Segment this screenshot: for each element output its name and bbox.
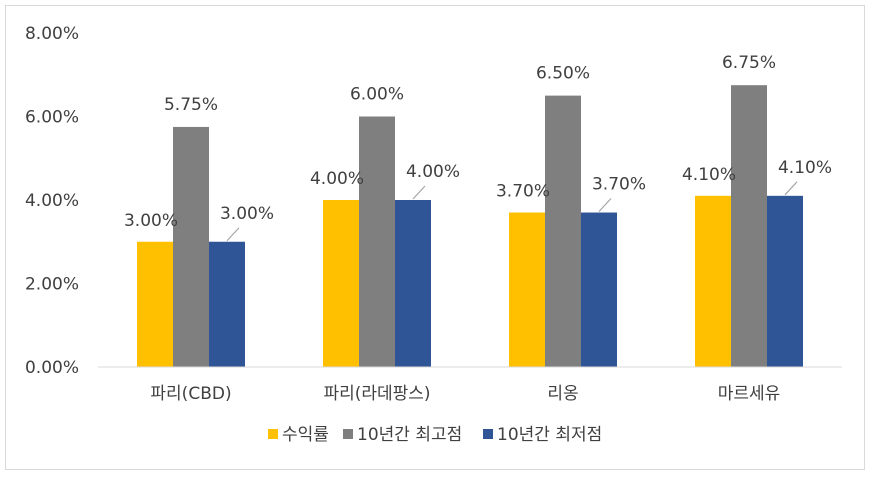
bar	[137, 241, 173, 367]
legend-swatch	[343, 429, 353, 439]
x-category-label: 마르세유	[718, 384, 781, 404]
leader-line	[598, 198, 612, 212]
bar	[395, 200, 431, 367]
data-label: 4.00%	[406, 162, 460, 182]
data-label: 6.75%	[722, 53, 776, 73]
data-label: 6.00%	[350, 85, 404, 105]
data-label: 4.10%	[778, 158, 832, 178]
legend-swatch	[483, 429, 493, 439]
bar	[209, 241, 245, 367]
legend-swatch	[268, 429, 278, 439]
leader-line	[784, 181, 798, 196]
bar	[695, 195, 731, 367]
bar	[731, 85, 767, 367]
bar	[173, 126, 209, 367]
x-category-label: 파리(CBD)	[150, 384, 231, 404]
y-tick-label: 6.00%	[25, 108, 79, 128]
bar	[767, 195, 803, 367]
y-tick-label: 8.00%	[25, 24, 79, 44]
legend-label: 10년간 최고점	[357, 425, 462, 445]
x-category-label: 파리(라데팡스)	[323, 384, 430, 404]
data-labels: 3.00% 5.75% 3.00% 4.00% 6.00% 4.00% 3.70% 6.50%…	[124, 53, 832, 231]
bar-group	[137, 85, 803, 367]
bar	[323, 200, 359, 367]
y-tick-label: 0.00%	[25, 358, 79, 378]
y-axis-ticks: 0.00% 2.00% 4.00% 6.00% 8.00%	[25, 24, 79, 378]
y-tick-label: 2.00%	[25, 275, 79, 295]
data-label: 3.70%	[592, 175, 646, 195]
x-category-label: 리옹	[547, 384, 578, 404]
data-label: 4.00%	[310, 169, 364, 189]
data-label: 6.50%	[536, 64, 590, 84]
bar	[509, 212, 545, 367]
bar	[359, 116, 395, 367]
bar	[581, 212, 617, 367]
data-label: 3.70%	[496, 182, 550, 202]
data-label: 3.00%	[124, 211, 178, 231]
data-label: 5.75%	[164, 95, 218, 115]
x-axis-categories: 파리(CBD) 파리(라데팡스) 리옹 마르세유	[150, 384, 780, 404]
leader-lines	[226, 181, 798, 242]
legend-label: 10년간 최저점	[497, 425, 602, 445]
data-label: 4.10%	[682, 165, 736, 185]
leader-line	[226, 227, 240, 242]
bar	[545, 95, 581, 367]
leader-line	[412, 185, 426, 200]
legend: 수익률 10년간 최고점 10년간 최저점	[268, 425, 602, 445]
data-label: 3.00%	[220, 204, 274, 224]
y-tick-label: 4.00%	[25, 191, 79, 211]
legend-label: 수익률	[282, 425, 329, 445]
